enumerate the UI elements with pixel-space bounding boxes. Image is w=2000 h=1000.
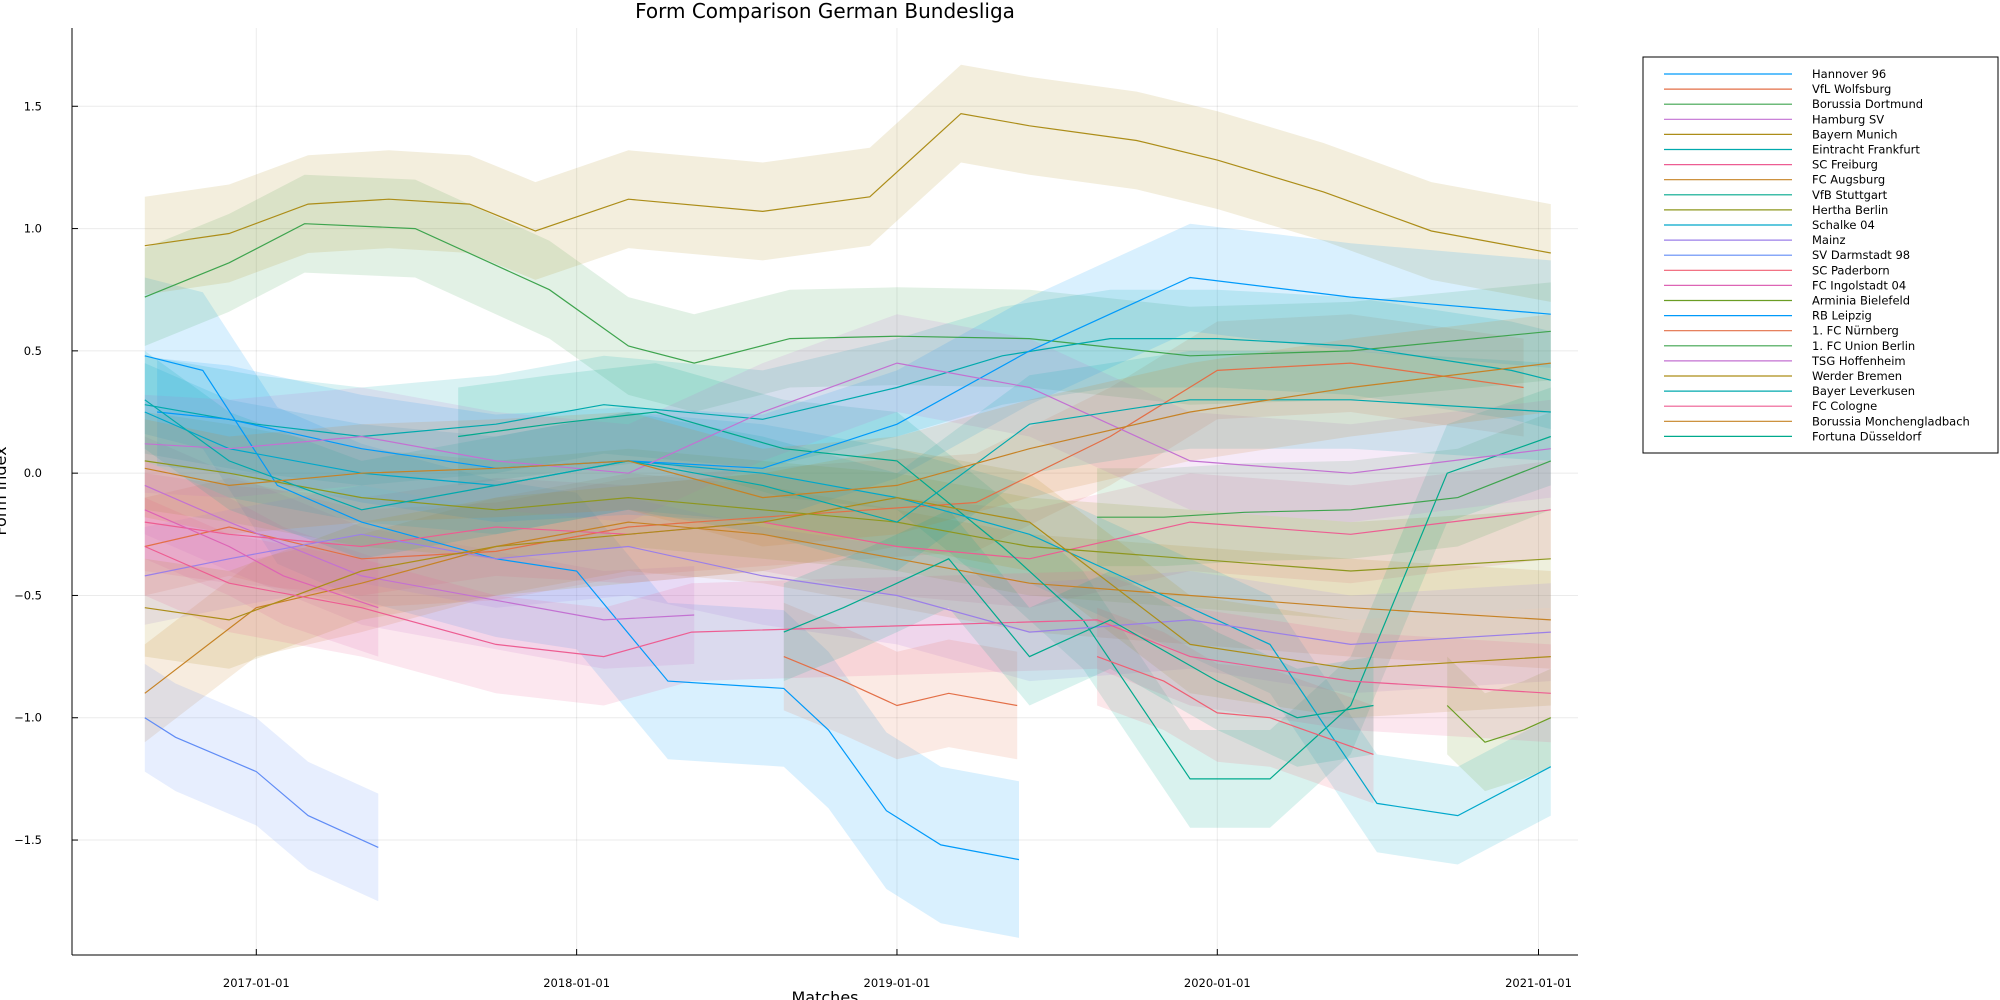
x-tick-label: 2017-01-01: [223, 976, 290, 990]
legend-label-mainz: Mainz: [1812, 233, 1846, 247]
series-line-fc-ingolstadt-04: [144, 509, 379, 609]
series-line-vfl-wolfsburg: [144, 362, 1524, 560]
series-line-sc-paderborn: [1096, 656, 1374, 755]
legend-label-sc-freiburg: SC Freiburg: [1812, 158, 1878, 172]
axes: [71, 28, 1578, 956]
y-tick-label: 0.0: [24, 466, 42, 480]
legend-label-eintracht-frankfurt: Eintracht Frankfurt: [1812, 143, 1920, 157]
confidence-bands: [144, 64, 1551, 938]
y-tick-label: −1.0: [14, 711, 42, 725]
band-fortuna-dusseldorf: [783, 509, 1374, 767]
band-mainz: [144, 485, 1551, 694]
legend-label-schalke-04: Schalke 04: [1812, 218, 1875, 232]
series-lines: [144, 112, 1552, 861]
band-fc-augsburg: [144, 473, 1551, 743]
legend-label-bayer-leverkusen: Bayer Leverkusen: [1812, 384, 1915, 398]
legend-label-vfl-wolfsburg: VfL Wolfsburg: [1812, 82, 1891, 96]
legend-label-hamburg-sv: Hamburg SV: [1812, 112, 1884, 126]
x-tick-label: 2020-01-01: [1184, 976, 1251, 990]
y-tick-label: 0.5: [24, 344, 42, 358]
band-bayern-munich: [144, 64, 1551, 302]
legend-label-hertha-berlin: Hertha Berlin: [1812, 203, 1888, 217]
band-bayer-leverkusen: [144, 350, 1551, 571]
legend-label-sc-paderborn: SC Paderborn: [1812, 263, 1890, 277]
x-axis-label: Matches: [792, 988, 859, 1000]
band-sv-darmstadt-98: [144, 663, 379, 902]
series-line-tsg-hoffenheim: [144, 362, 1551, 474]
legend-label-bayern-munich: Bayern Munich: [1812, 127, 1898, 141]
band-1-fc-nurnberg: [783, 602, 1018, 760]
legend-label-borussia-dortmund: Borussia Dortmund: [1812, 97, 1923, 111]
grid: [72, 28, 1578, 955]
band-schalke-04: [144, 363, 1551, 865]
series-line-rb-leipzig: [157, 276, 1551, 469]
legend-label-sv-darmstadt-98: SV Darmstadt 98: [1812, 248, 1910, 262]
band-werder-bremen: [144, 448, 1551, 718]
series-line-bayern-munich: [144, 112, 1551, 254]
legend-label-tsg-hoffenheim: TSG Hoffenheim: [1811, 354, 1906, 368]
series-line-hannover-96: [144, 355, 1020, 861]
band-vfl-wolfsburg: [144, 314, 1524, 608]
y-tick-label: 1.5: [24, 99, 42, 113]
series-line-sv-darmstadt-98: [144, 717, 379, 848]
legend-label-fc-cologne: FC Cologne: [1812, 399, 1877, 413]
band-sc-freiburg: [144, 460, 1551, 608]
band-borussia-dortmund: [144, 174, 1551, 412]
x-tick-label: 2019-01-01: [864, 976, 931, 990]
band-hertha-berlin: [144, 412, 1551, 620]
band-fc-ingolstadt-04: [144, 460, 379, 657]
x-tick-label: 2018-01-01: [543, 976, 610, 990]
legend-label-1-fc-nurnberg: 1. FC Nürnberg: [1812, 324, 1899, 338]
y-tick-label: −0.5: [14, 588, 42, 602]
band-rb-leipzig: [157, 223, 1551, 523]
series-line-1-fc-union-berlin: [1097, 460, 1552, 518]
series-line-borussia-dortmund: [144, 223, 1551, 364]
band-tsg-hoffenheim: [144, 314, 1551, 523]
series-line-fortuna-dusseldorf: [783, 558, 1374, 719]
legend-label-fc-ingolstadt-04: FC Ingolstadt 04: [1812, 278, 1906, 292]
legend-label-hannover-96: Hannover 96: [1812, 67, 1886, 81]
series-line-1-fc-nurnberg: [783, 656, 1018, 707]
legend-label-1-fc-union-berlin: 1. FC Union Berlin: [1812, 339, 1915, 353]
series-line-fc-augsburg: [144, 521, 1551, 694]
legend-label-borussia-monchengladbach: Borussia Monchengladbach: [1812, 414, 1970, 428]
x-tick-label: 2021-01-01: [1505, 976, 1572, 990]
series-line-arminia-bielefeld: [1446, 705, 1552, 743]
band-arminia-bielefeld: [1447, 656, 1551, 792]
y-tick-label: 1.0: [24, 222, 42, 236]
series-line-werder-bremen: [144, 496, 1551, 670]
band-borussia-monchengladbach: [144, 314, 1551, 547]
series-line-borussia-monchengladbach: [144, 362, 1551, 499]
tick-labels: 2017-01-01 2018-01-01 2019-01-01 2020-01-01…: [14, 99, 1572, 990]
legend-label-rb-leipzig: RB Leipzig: [1812, 309, 1872, 323]
band-hamburg-sv: [144, 436, 695, 669]
series-line-fc-cologne: [144, 545, 1551, 694]
band-hannover-96: [144, 277, 1020, 938]
band-1-fc-union-berlin: [1097, 412, 1551, 567]
chart-title: Form Comparison German Bundesliga: [635, 0, 1015, 23]
series-line-hamburg-sv: [144, 484, 695, 621]
y-axis-label: Form index: [0, 446, 10, 535]
series-line-vfb-stuttgart: [458, 411, 1552, 780]
series-line-hertha-berlin: [144, 460, 1551, 572]
band-fc-cologne: [144, 497, 1551, 743]
legend-label-arminia-bielefeld: Arminia Bielefeld: [1812, 294, 1910, 308]
series-line-bayer-leverkusen: [144, 399, 1551, 523]
series-line-mainz: [144, 533, 1551, 646]
y-tick-label: −1.5: [14, 833, 42, 847]
band-sc-paderborn: [1097, 607, 1374, 804]
legend-label-werder-bremen: Werder Bremen: [1812, 369, 1902, 383]
legend-label-fortuna-dusseldorf: Fortuna Düsseldorf: [1812, 429, 1922, 443]
legend-label-fc-augsburg: FC Augsburg: [1812, 173, 1885, 187]
legend-label-vfb-stuttgart: VfB Stuttgart: [1812, 188, 1888, 202]
